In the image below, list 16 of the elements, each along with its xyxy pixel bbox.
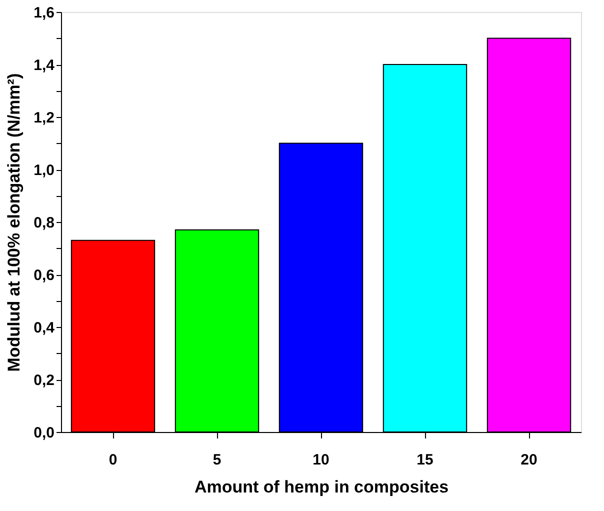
y-tick-label: 1,0 bbox=[34, 162, 54, 179]
y-tick-label: 0,0 bbox=[34, 424, 54, 442]
x-tick-label: 0 bbox=[108, 452, 118, 468]
x-axis-title: Amount of hemp in composites bbox=[194, 478, 449, 496]
y-axis-title: Modulud at 100% elongation (N/mm²) bbox=[4, 73, 24, 372]
x-tick-label: 10 bbox=[312, 452, 330, 468]
y-tick-label: 1,6 bbox=[34, 4, 54, 22]
y-tick-label: 0,6 bbox=[34, 267, 54, 284]
x-tick-label: 5 bbox=[212, 452, 222, 468]
y-tick-label: 1,4 bbox=[34, 57, 56, 74]
x-tick-label: 15 bbox=[416, 452, 434, 468]
y-tick-label: 1,2 bbox=[34, 110, 54, 126]
y-tick-label: 0,4 bbox=[34, 320, 56, 336]
y-tick-label: 0,8 bbox=[34, 214, 54, 232]
x-tick-label: 20 bbox=[520, 452, 538, 468]
y-tick-label: 0,2 bbox=[34, 372, 54, 389]
